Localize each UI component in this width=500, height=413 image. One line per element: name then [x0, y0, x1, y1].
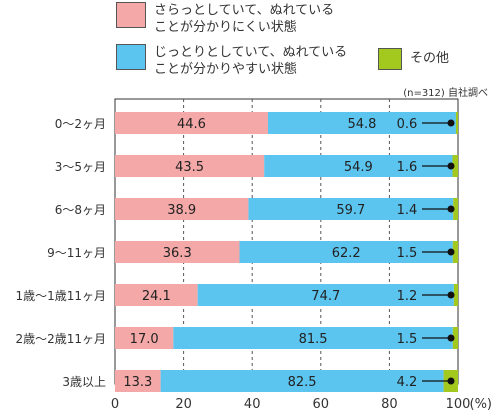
- category-label: 3〜5ヶ月: [55, 160, 106, 174]
- legend-label-wet: じっとりとしていて、ぬれている ことが分かりやすい状態: [154, 45, 348, 77]
- leader-dot-other: [447, 377, 455, 385]
- leader-dot-other: [447, 162, 455, 170]
- data-label-wet: 82.5: [288, 375, 317, 390]
- data-label-wet: 74.7: [311, 289, 340, 304]
- x-tick-label: 40: [244, 397, 261, 412]
- legend-label-dry: さらっとしていて、ぬれている ことが分かりにくい状態: [154, 3, 335, 35]
- legend-item-dry: さらっとしていて、ぬれている ことが分かりにくい状態: [116, 2, 334, 36]
- data-label-dry: 38.9: [167, 203, 196, 218]
- data-label-other: 1.4: [397, 203, 418, 218]
- category-label: 1歳〜1歳11ヶ月: [15, 289, 106, 303]
- data-label-dry: 43.5: [175, 160, 204, 175]
- bar-segment-other: [452, 241, 458, 263]
- data-label-dry: 13.3: [123, 375, 152, 390]
- legend-item-other: その他: [378, 48, 449, 70]
- legend-swatch-other: [378, 48, 402, 70]
- leader-dot-other: [447, 248, 455, 256]
- category-label: 0〜2ヶ月: [55, 117, 106, 131]
- bar-segment-dry: [115, 327, 174, 349]
- bar-segment-dry: [115, 112, 268, 134]
- x-tick-label: 20: [175, 397, 192, 412]
- leader-dot-other: [447, 291, 455, 299]
- bar-segment-dry: [115, 241, 240, 263]
- bar-segment-other: [452, 327, 458, 349]
- data-label-wet: 59.7: [336, 203, 365, 218]
- category-label: 9〜11ヶ月: [47, 246, 106, 260]
- data-label-wet: 54.9: [344, 160, 373, 175]
- legend-label-other: その他: [410, 51, 450, 66]
- bar-segment-wet: [160, 370, 444, 392]
- leader-dot-other: [447, 205, 455, 213]
- legend-swatch-dry: [116, 2, 146, 28]
- x-tick-label: 60: [313, 397, 330, 412]
- data-label-other: 1.5: [397, 332, 418, 347]
- bar-segment-dry: [115, 155, 265, 177]
- bar-segment-wet: [239, 241, 453, 263]
- data-label-dry: 36.3: [163, 246, 192, 261]
- x-tick-label: 100: [446, 397, 471, 412]
- bar-segment-wet: [197, 284, 454, 306]
- data-label-wet: 62.2: [332, 246, 361, 261]
- category-label: 3歳以上: [62, 375, 106, 389]
- x-unit-label: (%): [470, 397, 493, 412]
- bar-segment-wet: [264, 155, 453, 177]
- data-label-dry: 24.1: [142, 289, 171, 304]
- x-tick-label: 0: [111, 397, 119, 412]
- bar-segment-dry: [115, 198, 249, 220]
- bar-segment-wet: [173, 327, 453, 349]
- leader-dot-other: [447, 119, 455, 127]
- x-tick-label: 80: [381, 397, 398, 412]
- bar-segment-other: [453, 198, 458, 220]
- legend-swatch-wet: [116, 44, 146, 70]
- legend-item-wet: じっとりとしていて、ぬれている ことが分かりやすい状態: [116, 44, 347, 78]
- bar-segment-wet: [267, 112, 456, 134]
- category-label: 6〜8ヶ月: [55, 203, 106, 217]
- bar-segment-dry: [115, 284, 198, 306]
- source-note: (n=312) 自社調べ: [403, 88, 488, 99]
- data-label-dry: 17.0: [130, 332, 159, 347]
- data-label-wet: 54.8: [347, 117, 376, 132]
- data-label-other: 1.5: [397, 246, 418, 261]
- data-label-other: 0.6: [397, 117, 418, 132]
- bar-segment-other: [452, 155, 458, 177]
- data-label-other: 4.2: [397, 375, 418, 390]
- bar-segment-other: [453, 284, 458, 306]
- leader-dot-other: [447, 334, 455, 342]
- bar-segment-dry: [115, 370, 161, 392]
- data-label-wet: 81.5: [299, 332, 328, 347]
- data-label-other: 1.6: [397, 160, 418, 175]
- bar-segment-other: [455, 112, 458, 134]
- data-label-dry: 44.6: [177, 117, 206, 132]
- category-label: 2歳〜2歳11ヶ月: [15, 332, 106, 346]
- bar-segment-wet: [248, 198, 454, 220]
- data-label-other: 1.2: [397, 289, 418, 304]
